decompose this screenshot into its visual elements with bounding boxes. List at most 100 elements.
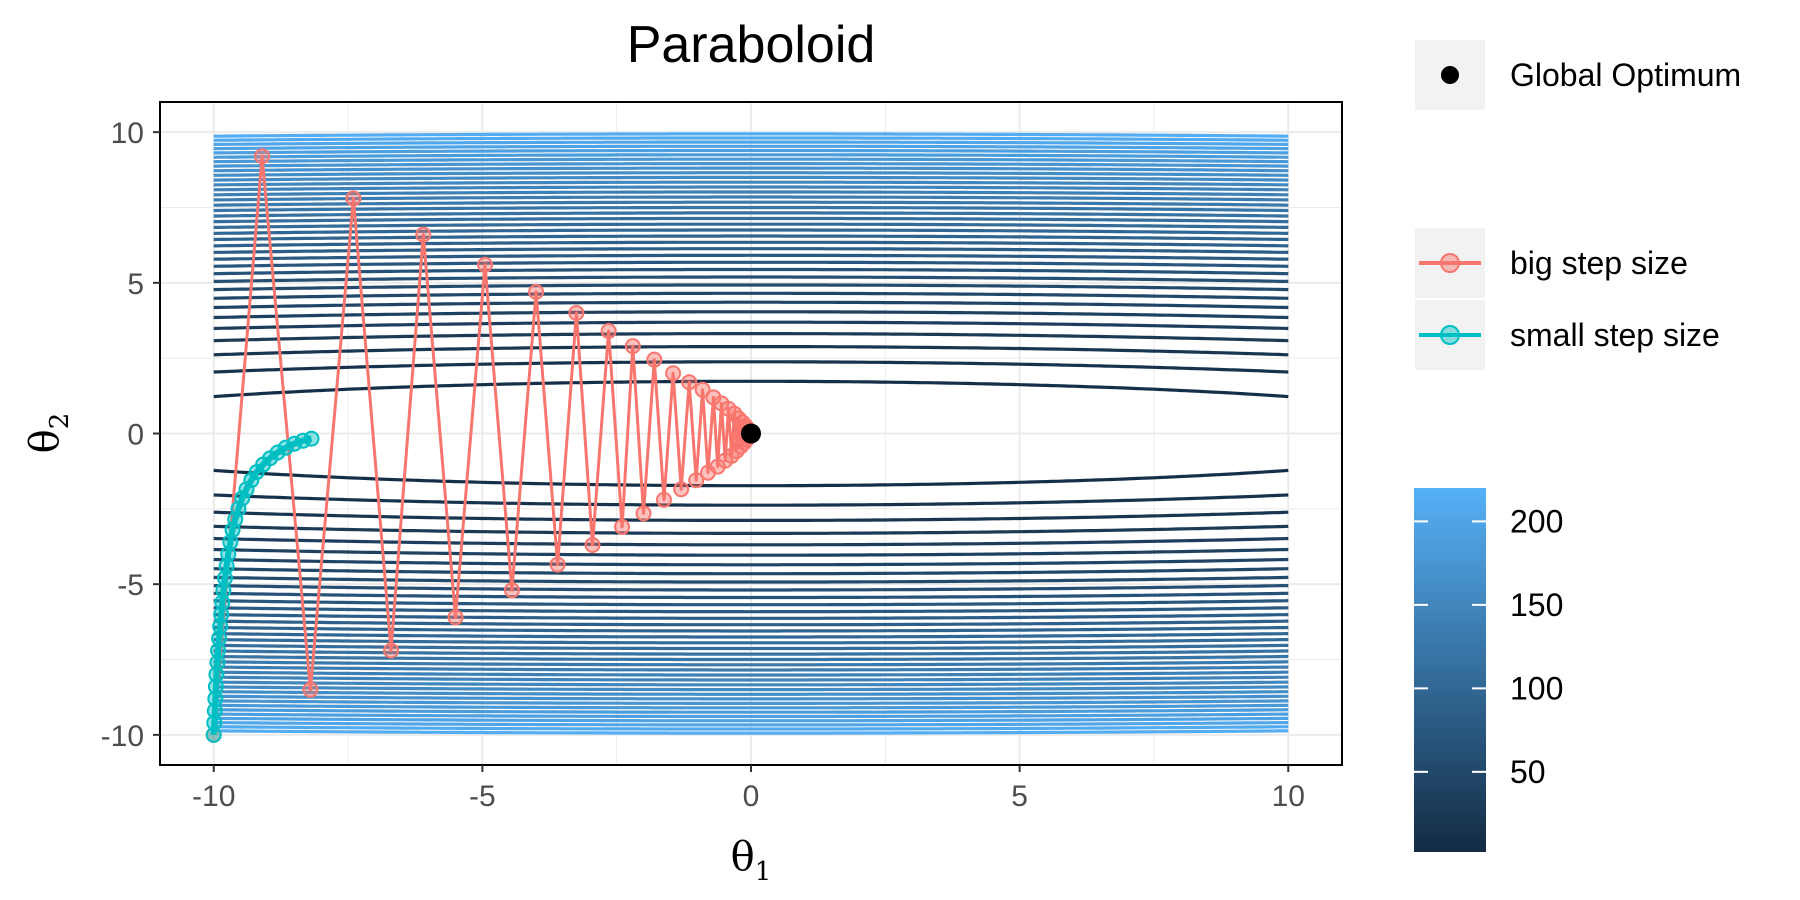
legend-label-optimum: Global Optimum (1510, 57, 1741, 93)
contour-line (213, 360, 1289, 374)
optimum-legend-marker (1441, 66, 1459, 84)
contour-line (213, 283, 1289, 292)
contour-line (213, 694, 1289, 701)
contour-line (213, 320, 1289, 331)
series-point (238, 481, 255, 498)
contour-line (213, 200, 1289, 207)
colorbar-tick-label: 100 (1510, 670, 1563, 706)
series-line-big-step-size (212, 154, 753, 736)
x-axis-label: θ1 (731, 834, 772, 887)
series-line-small-step-size (210, 435, 313, 736)
contour-line (213, 267, 1289, 276)
contour-line (213, 332, 1289, 343)
series-point (477, 256, 494, 273)
contour-line (213, 153, 1289, 159)
contour-line (213, 222, 1289, 229)
colorbar-ticks: 50 100 150 200 (1414, 503, 1563, 790)
contour-line (213, 547, 1289, 557)
series-point (694, 381, 711, 398)
contour-line (213, 211, 1289, 218)
contour-line (213, 216, 1289, 224)
series-point (220, 546, 237, 563)
contour-line (213, 171, 1289, 177)
series-point (277, 439, 294, 456)
series-point (303, 430, 320, 447)
series-point (673, 481, 690, 498)
series-point (600, 323, 617, 340)
contour-line (213, 524, 1289, 535)
x-tick-label: -5 (469, 780, 496, 813)
contour-line (213, 240, 1289, 248)
contour-line (213, 725, 1289, 731)
series-point (665, 365, 682, 382)
contour-line (213, 660, 1289, 667)
colorbar-tick-label: 50 (1510, 754, 1546, 790)
series-point (243, 472, 260, 489)
series-point (206, 702, 223, 719)
series-point (217, 570, 234, 587)
y-tick-label: -5 (117, 569, 144, 602)
contour-line (213, 144, 1289, 151)
series-point (624, 338, 641, 355)
contour-line (213, 468, 1289, 488)
colorbar: 50 100 150 200 (1414, 488, 1563, 852)
series-point (254, 148, 271, 165)
contour-line (213, 685, 1289, 692)
contour-line (213, 379, 1289, 399)
legend-label-big-step: big step size (1510, 245, 1688, 281)
series-point (646, 351, 663, 368)
contour-line (213, 712, 1289, 719)
series-point (212, 618, 229, 635)
contour-line (213, 670, 1289, 677)
series-point (549, 556, 566, 573)
contour-line (213, 234, 1289, 242)
contour-line (213, 205, 1289, 213)
contour-line (213, 721, 1289, 727)
series-point (214, 594, 231, 611)
series-point (681, 374, 698, 391)
series-point (218, 558, 235, 575)
series-point (205, 726, 222, 743)
contour-line (213, 680, 1289, 687)
series-point (345, 190, 362, 207)
series-point (207, 690, 224, 707)
contour-line (213, 591, 1289, 600)
contour-line (213, 716, 1289, 723)
series-point (210, 642, 227, 659)
legend: Global Optimum big step size small step … (1415, 40, 1741, 370)
series-point (234, 490, 251, 507)
series-point (528, 283, 545, 300)
global-optimum-point (741, 423, 761, 444)
contour-line (213, 157, 1289, 164)
y-tick-label: 10 (111, 117, 144, 150)
contour-line (213, 493, 1289, 507)
contour-line (213, 649, 1289, 656)
series-point (688, 472, 705, 489)
contour-line (213, 162, 1289, 168)
contour-line (213, 148, 1289, 155)
contour-line (213, 690, 1289, 696)
series-point (655, 491, 672, 508)
contour-line (213, 567, 1289, 576)
contour-line (213, 665, 1289, 672)
series-point (209, 654, 226, 671)
series-point (614, 518, 631, 535)
series-point (211, 630, 228, 647)
series-point (269, 444, 286, 461)
series-point (206, 714, 223, 731)
contour-line (213, 275, 1289, 283)
colorbar-gradient (1414, 488, 1486, 852)
contour-line (213, 510, 1289, 522)
colorbar-tick-label: 150 (1510, 587, 1563, 623)
contour-line (213, 536, 1289, 547)
contour-line (213, 185, 1289, 192)
y-tick-label: 5 (127, 268, 144, 301)
contour-lines (213, 132, 1289, 735)
contour-line (213, 132, 1289, 138)
contour-line (213, 190, 1289, 197)
contour-line (213, 291, 1289, 300)
series-point (213, 606, 230, 623)
series-point (286, 435, 303, 452)
contour-line (213, 675, 1289, 682)
